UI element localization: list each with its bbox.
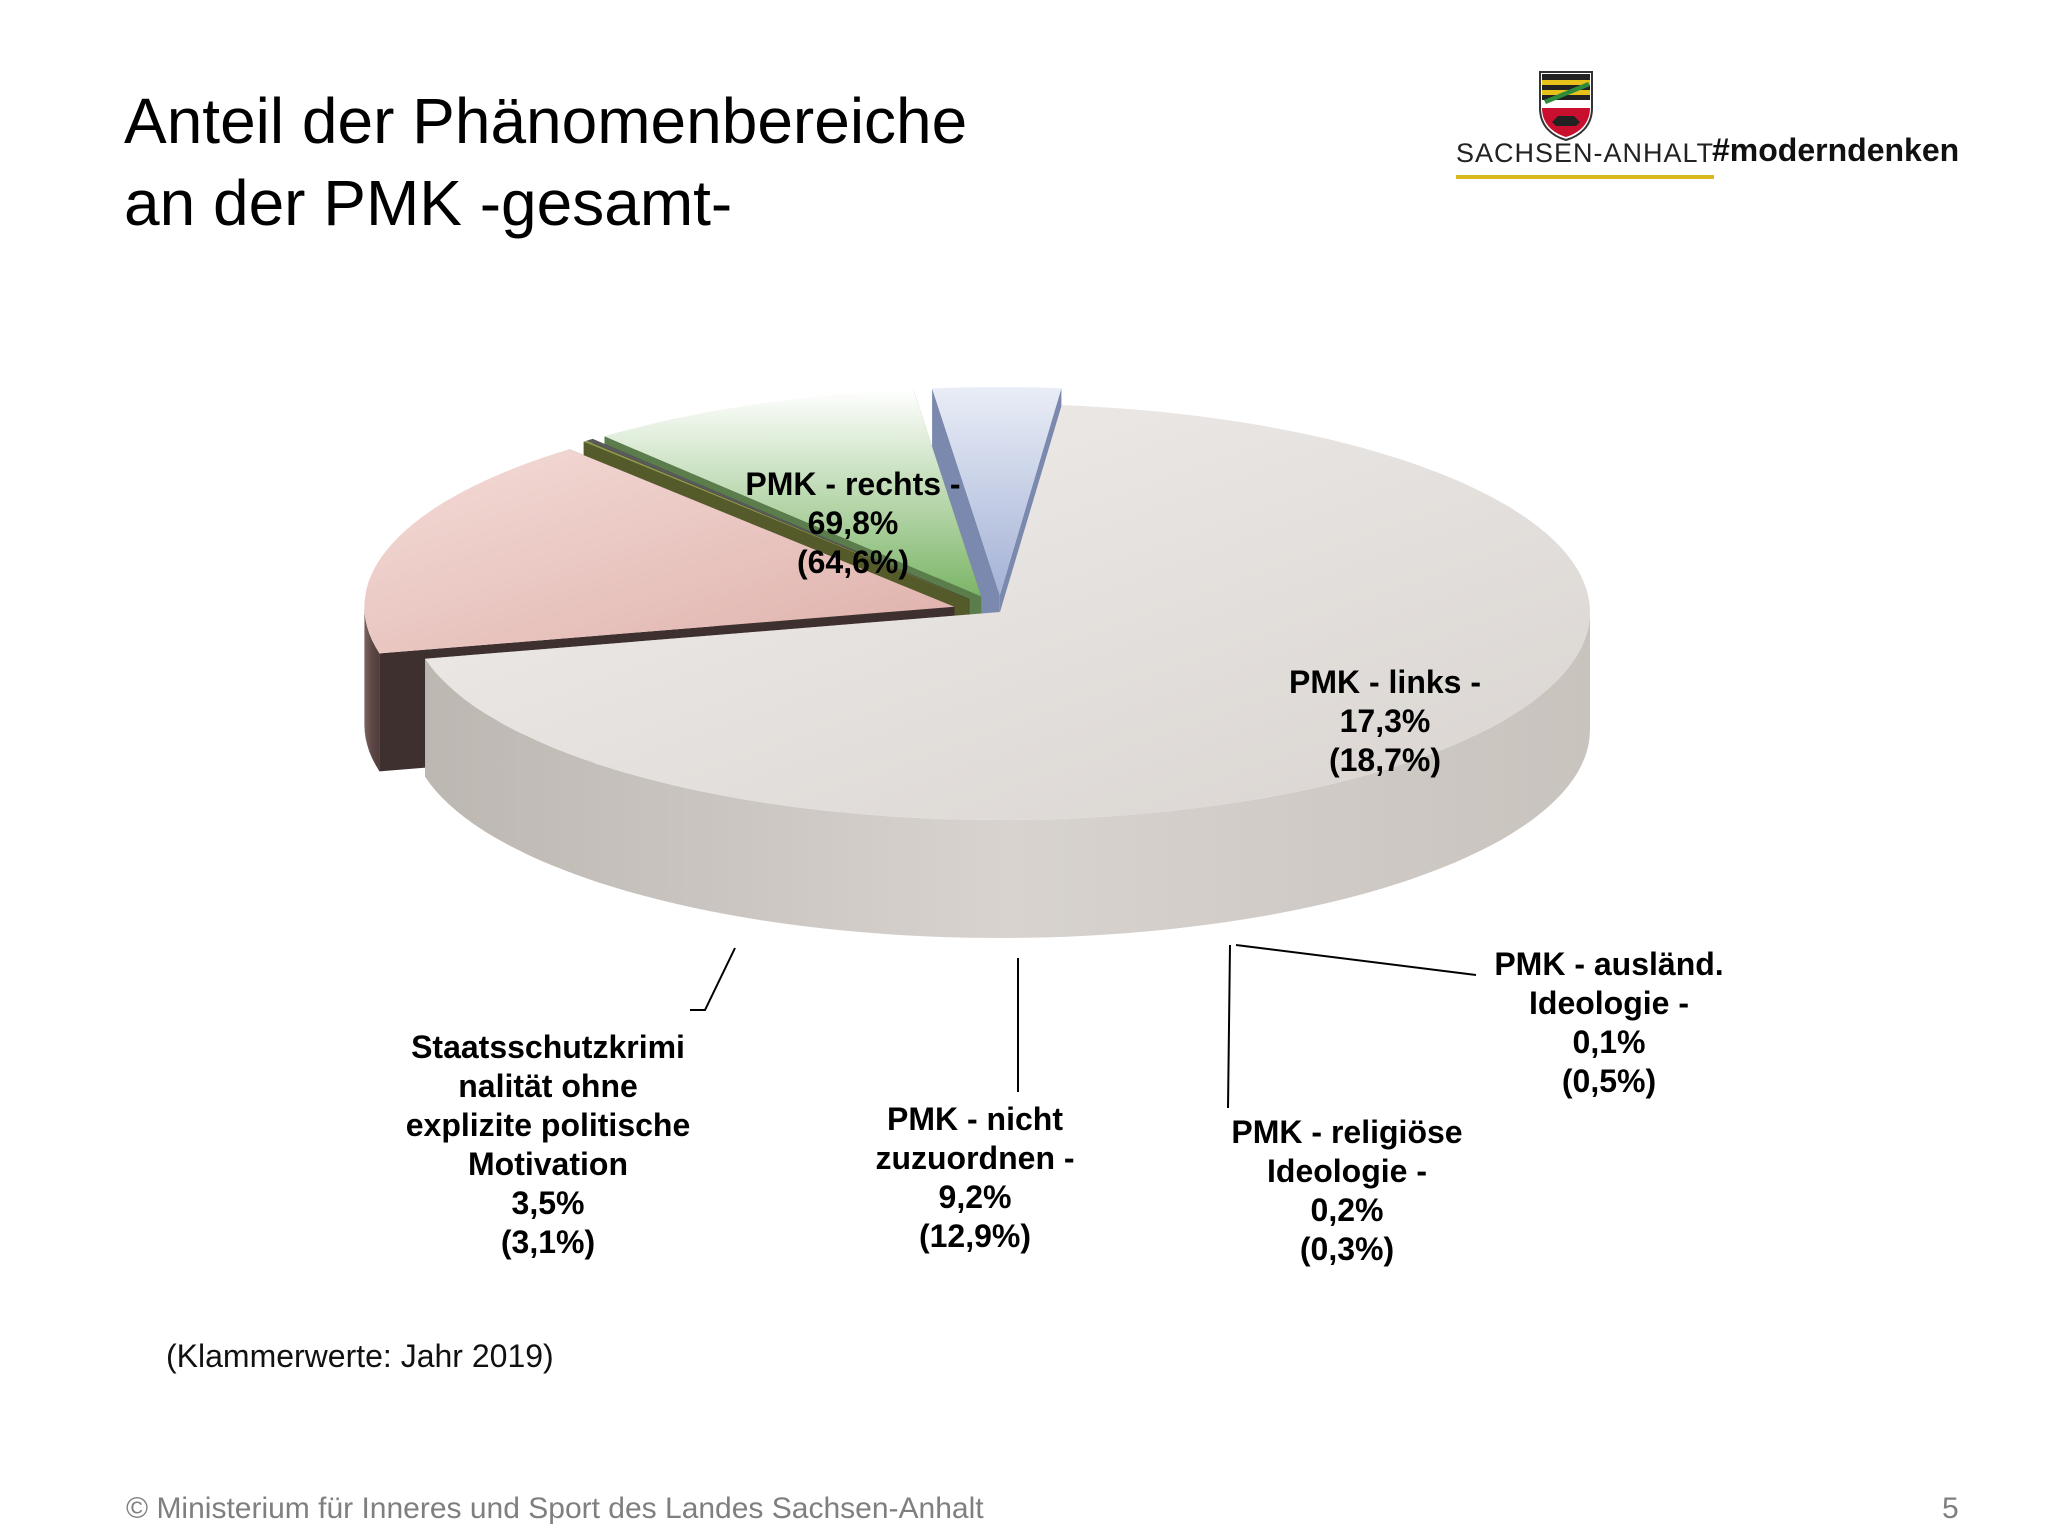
data-label-rechts-line-2: (64,6%)	[797, 544, 909, 580]
pie-top-staatsschutz	[932, 387, 1062, 596]
data-label-auslaend-line-3: (0,5%)	[1562, 1063, 1656, 1099]
data-label-links-line-0: PMK - links -	[1289, 664, 1481, 700]
data-label-staatsschutz: Staatsschutzkrimi nalität ohne explizite p…	[406, 1029, 691, 1260]
data-label-religioes-line-0: PMK - religiöse	[1231, 1114, 1462, 1150]
data-label-religioes-line-2: 0,2%	[1311, 1192, 1384, 1228]
title-line-1: Anteil der Phänomenbereiche	[124, 85, 968, 157]
pie-top-auslaend	[583, 440, 969, 600]
pie-top-nicht-zuzuordnen	[604, 389, 982, 597]
data-label-auslaend-line-1: Ideologie -	[1529, 985, 1689, 1021]
data-label-staatsschutz-line-1: nalität ohne	[458, 1068, 638, 1104]
pie-top-rechts	[425, 405, 1591, 820]
pie-top-religioes	[586, 438, 970, 599]
leader-line-auslaend	[1235, 944, 1477, 976]
data-label-staatsschutz-line-0: Staatsschutzkrimi	[411, 1029, 685, 1065]
data-label-links: PMK - links -17,3% (18,7%)	[1289, 664, 1481, 778]
data-label-auslaend: PMK - ausländ. Ideologie -0,1% (0,5%)	[1494, 946, 1723, 1099]
pie-side-rechts-0	[425, 612, 1591, 938]
data-label-nicht-zuzuordnen-line-2: 9,2%	[939, 1179, 1012, 1215]
data-label-nicht-zuzuordnen-line-1: zuzuordnen -	[875, 1140, 1074, 1176]
sachsen-anhalt-crest-icon	[1539, 71, 1593, 142]
data-label-staatsschutz-line-5: (3,1%)	[501, 1224, 595, 1260]
pie-top-links	[364, 449, 955, 654]
data-label-nicht-zuzuordnen-line-0: PMK - nicht	[887, 1101, 1063, 1137]
page-number: 5	[1942, 1492, 1959, 1525]
data-label-rechts-line-1: 69,8%	[808, 505, 899, 541]
data-label-staatsschutz-line-4: 3,5%	[512, 1185, 585, 1221]
data-label-auslaend-line-2: 0,1%	[1573, 1024, 1646, 1060]
data-label-religioes-line-3: (0,3%)	[1300, 1231, 1394, 1267]
data-label-staatsschutz-line-2: explizite politische	[406, 1107, 691, 1143]
sachsen-anhalt-logo: SACHSEN-ANHALT #moderndenken	[1448, 66, 2008, 179]
page-title: Anteil der Phänomenbereiche an der PMK -…	[124, 80, 967, 244]
data-label-religioes-line-1: Ideologie -	[1267, 1153, 1427, 1189]
data-label-rechts-line-0: PMK - rechts -	[745, 466, 960, 502]
logo-text: SACHSEN-ANHALT	[1456, 138, 1715, 179]
pie-slice-rechts	[425, 405, 1591, 938]
pie-side-links-0	[364, 606, 380, 772]
data-label-auslaend-line-0: PMK - ausländ.	[1494, 946, 1723, 982]
data-label-links-line-2: (18,7%)	[1329, 742, 1441, 778]
data-label-staatsschutz-line-3: Motivation	[468, 1146, 628, 1182]
footer-copyright: © Ministerium für Inneres und Sport des …	[126, 1492, 984, 1525]
data-label-religioes: PMK - religiöse Ideologie -0,2% (0,3%)	[1231, 1114, 1462, 1267]
data-label-rechts: PMK - rechts -69,8% (64,6%)	[745, 466, 960, 580]
footnote: (Klammerwerte: Jahr 2019)	[166, 1338, 554, 1374]
data-label-links-line-1: 17,3%	[1340, 703, 1431, 739]
data-label-nicht-zuzuordnen: PMK - nicht zuzuordnen -9,2% (12,9%)	[875, 1101, 1074, 1254]
leader-line-religioes	[1227, 944, 1231, 1109]
title-line-2: an der PMK -gesamt-	[124, 167, 733, 239]
leader-line-staatsschutz	[690, 947, 736, 1011]
hashtag-text: #moderndenken	[1712, 132, 1960, 168]
data-label-nicht-zuzuordnen-line-3: (12,9%)	[919, 1218, 1031, 1254]
